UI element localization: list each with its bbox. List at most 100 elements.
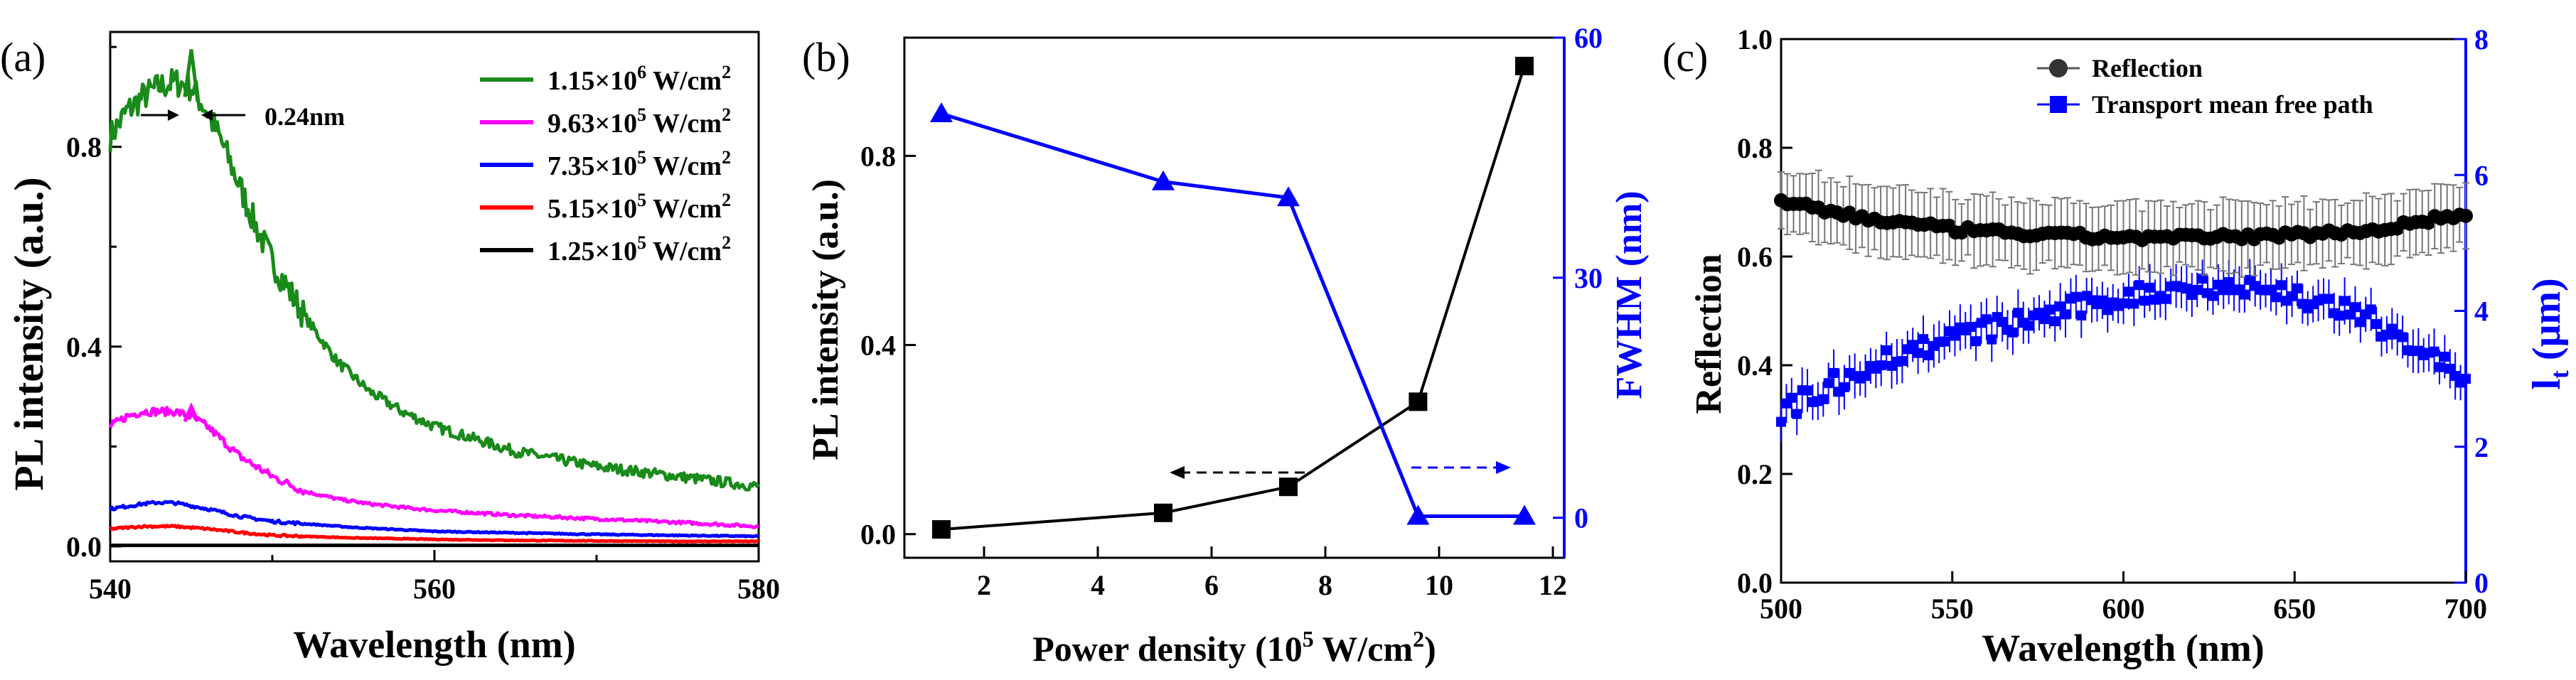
c-ytick-label: 0.4: [1737, 350, 1773, 382]
c-y2tick-label: 4: [2474, 296, 2489, 328]
b-pl-marker: [1279, 477, 1298, 497]
a-xtick-label: 540: [89, 573, 132, 605]
b-pl-marker: [1515, 56, 1534, 75]
c-y2tick-label: 6: [2474, 159, 2489, 191]
c-tmfp-marker: [1881, 345, 1892, 355]
c-tmfp-marker: [2239, 289, 2250, 300]
a-series-line: [108, 68, 760, 492]
b-pl-marker: [1409, 392, 1428, 411]
panel-c-y2label: lt (μm): [2525, 278, 2574, 389]
panel-b-y2label: FWHM (nm): [1609, 190, 1650, 399]
c-tmfp-marker: [1950, 330, 1960, 341]
panel-a-xlabel: Wavelength (nm): [293, 623, 576, 666]
c-xtick-label: 650: [2273, 593, 2316, 625]
legend-tmfp-label: Transport mean free path: [2092, 90, 2373, 119]
c-tmfp-marker: [2144, 282, 2155, 293]
panel-c-label: (c): [1662, 34, 1708, 80]
c-tmfp-marker: [2039, 314, 2050, 325]
c-ytick-label: 1.0: [1737, 23, 1773, 55]
c-tmfp-marker: [2134, 280, 2144, 291]
c-ytick-label: 0.0: [1737, 567, 1773, 599]
fwhm-arrowhead-right: [201, 109, 213, 121]
c-ytick-label: 0.8: [1737, 132, 1773, 164]
c-tmfp-marker: [2192, 284, 2203, 295]
b-xtick-label: 8: [1318, 569, 1332, 601]
b-ytick-label: 0.4: [860, 330, 896, 362]
b-y2tick-label: 0: [1574, 502, 1588, 534]
a-legend-label: 7.35×105 W/cm2: [547, 147, 731, 181]
b-xtick-label: 4: [1091, 569, 1105, 601]
c-tmfp-marker: [2287, 291, 2297, 301]
a-xtick-label: 560: [413, 573, 456, 605]
c-xtick-label: 500: [1760, 593, 1802, 625]
c-ytick-label: 0.6: [1737, 241, 1773, 273]
c-tmfp-marker: [2197, 274, 2208, 284]
c-tmfp-marker: [1939, 336, 1950, 347]
b-fwhm-line: [941, 112, 1524, 518]
c-tmfp-marker: [2339, 296, 2350, 306]
c-xtick-label: 600: [2102, 593, 2145, 625]
c-tmfp-marker: [2123, 286, 2134, 297]
c-tmfp-marker: [2350, 302, 2361, 313]
c-ytick-label: 0.2: [1737, 458, 1773, 490]
c-tmfp-marker: [1981, 314, 1992, 325]
c-tmfp-marker: [1918, 334, 1929, 345]
c-tmfp-marker: [2271, 292, 2282, 303]
panel-a-legend: 1.15×106 W/cm2 9.63×105 W/cm2 7.35×105 W/c…: [480, 62, 731, 266]
b-ytick-label: 0.8: [860, 140, 896, 172]
a-peak-spike: [183, 401, 200, 423]
b-xtick-label: 10: [1425, 569, 1453, 601]
b-pl-marker: [1154, 503, 1172, 522]
c-refl-marker: [2459, 208, 2473, 223]
c-tmfp-marker: [1913, 347, 1923, 358]
c-tmfp-marker: [2265, 284, 2276, 295]
b-pl-marker: [932, 520, 951, 539]
c-xtick-label: 550: [1931, 593, 1974, 625]
left-axis-indicator-head: [1170, 466, 1185, 479]
b-ytick-label: 0.0: [860, 519, 896, 551]
c-tmfp-marker: [2371, 319, 2382, 330]
c-tmfp-marker: [2355, 317, 2366, 328]
c-tmfp-marker: [1971, 336, 1982, 347]
panel-a: (a) PL intensity (a.u.) 540 560 580 0.0 0.4 0…: [0, 31, 780, 666]
c-tmfp-marker: [1923, 350, 1934, 361]
c-tmfp-marker: [2007, 327, 2018, 338]
c-xtick-label: 700: [2444, 593, 2487, 625]
b-pl-line: [941, 65, 1526, 531]
a-legend-label: 5.15×105 W/cm2: [547, 190, 731, 224]
a-series-line: [109, 524, 759, 544]
panel-a-label: (a): [0, 34, 46, 80]
c-tmfp-marker: [1776, 416, 1786, 427]
b-fwhm-marker: [930, 102, 953, 122]
a-xtick-label: 580: [737, 573, 780, 605]
b-xtick-label: 12: [1539, 569, 1567, 601]
c-tmfp-marker: [1839, 382, 1849, 392]
panel-c-legend: Reflection Transport mean free path: [2037, 54, 2373, 119]
c-tmfp-marker: [2061, 309, 2071, 320]
right-axis-indicator-head: [1496, 461, 1511, 474]
b-fwhm-marker: [1513, 504, 1536, 525]
c-tmfp-marker: [1908, 340, 1918, 350]
c-tmfp-marker: [2097, 295, 2107, 306]
c-tmfp-marker: [1897, 356, 1908, 367]
panel-c: (c) Reflection lt (μm) 500 550 600 650 700 0.…: [1662, 23, 2574, 669]
panel-b-label: (b): [802, 34, 850, 80]
c-tmfp-marker: [1860, 371, 1871, 382]
c-tmfp-marker: [1965, 322, 1976, 333]
c-tmfp-marker: [2223, 277, 2234, 288]
fwhm-arrowhead-left: [168, 109, 179, 121]
c-tmfp-marker: [2129, 298, 2139, 309]
panel-c-xlabel: Wavelength (nm): [1982, 627, 2265, 669]
c-tmfp-marker: [2208, 291, 2218, 301]
b-y2tick-label: 60: [1574, 22, 1603, 54]
a-ytick-label: 0.8: [66, 131, 102, 163]
b-xtick-label: 6: [1204, 569, 1219, 601]
c-tmfp-marker: [2055, 301, 2065, 312]
c-tmfp-marker: [2218, 285, 2229, 296]
c-tmfp-marker: [2366, 304, 2376, 315]
c-tmfp-marker: [1792, 409, 1802, 419]
b-xtick-label: 2: [977, 569, 991, 601]
b-y2tick-label: 30: [1574, 262, 1603, 294]
legend-reflection-label: Reflection: [2092, 54, 2203, 82]
